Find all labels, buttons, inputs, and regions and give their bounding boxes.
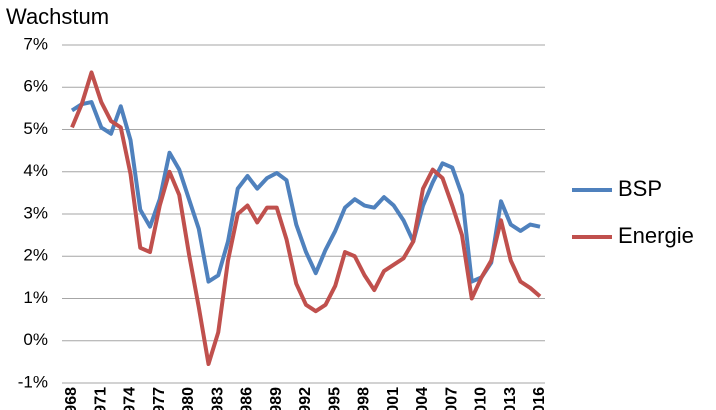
data-line — [70, 70, 542, 366]
chart-title: Wachstum — [6, 4, 109, 29]
y-tick-label: 6% — [23, 77, 48, 96]
y-tick-label: 5% — [23, 119, 48, 138]
x-tick-label: 1977 — [151, 387, 168, 410]
x-tick-label: 2004 — [414, 387, 431, 410]
x-tick-label: 1998 — [356, 387, 373, 410]
y-tick-label: -1% — [18, 372, 48, 391]
y-tick-label: 7% — [23, 34, 48, 53]
x-tick-label: 1974 — [122, 387, 139, 410]
x-tick-label: 2016 — [531, 387, 548, 410]
x-tick-label: 1980 — [180, 387, 197, 410]
x-tick-label: 1986 — [239, 387, 256, 410]
y-tick-label: 1% — [23, 288, 48, 307]
legend-label: BSP — [618, 176, 662, 201]
x-tick-label: 2007 — [443, 387, 460, 410]
y-tick-label: 2% — [23, 246, 48, 265]
y-tick-label: 0% — [23, 330, 48, 349]
x-tick-label: 1989 — [268, 387, 285, 410]
x-tick-label: 1983 — [209, 387, 226, 410]
x-tick-label: 2013 — [502, 387, 519, 410]
x-tick-label: 1992 — [297, 387, 314, 410]
y-tick-label: 4% — [23, 161, 48, 180]
y-tick-label: 3% — [23, 203, 48, 222]
data-line — [70, 100, 541, 284]
x-tick-label: 2010 — [473, 387, 490, 410]
legend-label: Energie — [618, 223, 694, 248]
x-tick-label: 1995 — [326, 387, 343, 410]
x-tick-label: 1968 — [63, 387, 80, 410]
x-tick-label: 1971 — [92, 387, 109, 410]
x-tick-label: 2001 — [385, 387, 402, 410]
